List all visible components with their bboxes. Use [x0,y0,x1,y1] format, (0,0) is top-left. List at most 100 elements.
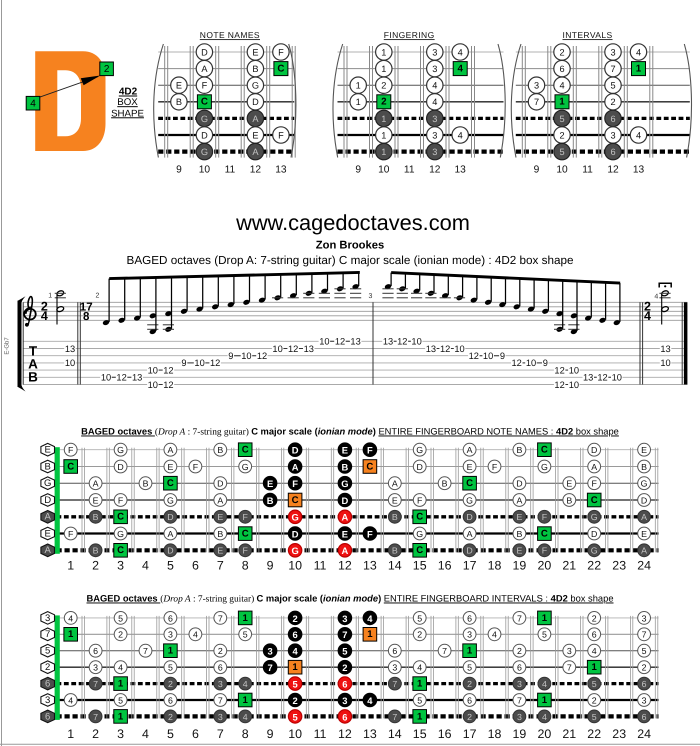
svg-text:F: F [68,445,74,455]
svg-text:7: 7 [534,97,539,107]
svg-text:2: 2 [517,646,522,656]
svg-text:C: C [466,478,473,489]
svg-text:12: 12 [338,727,352,741]
svg-text:4: 4 [492,630,497,640]
svg-text:10: 10 [483,351,493,361]
svg-text:4: 4 [458,47,463,57]
svg-text:F: F [243,546,249,556]
svg-text:22: 22 [587,559,601,573]
svg-text:14: 14 [388,727,402,741]
svg-text:G: G [416,529,423,539]
svg-text:2: 2 [559,130,564,140]
svg-text:20: 20 [538,559,552,573]
svg-text:A: A [392,479,398,489]
svg-text:10: 10 [101,373,111,383]
svg-text:8: 8 [242,558,249,572]
svg-text:10: 10 [526,358,536,368]
svg-text:C: C [277,63,284,74]
svg-text:INTERVALS: INTERVALS [562,30,612,40]
svg-text:B: B [392,546,398,556]
svg-text:E: E [217,512,223,522]
svg-text:6: 6 [45,678,50,689]
svg-text:B: B [342,461,349,472]
svg-text:10: 10 [288,558,302,572]
svg-text:A: A [93,479,99,489]
svg-text:2: 2 [467,712,472,722]
svg-text:12: 12 [116,373,126,383]
svg-text:1: 1 [636,64,642,75]
svg-text:4: 4 [367,695,373,706]
svg-text:C: C [117,512,124,523]
svg-text:1: 1 [168,646,174,657]
svg-text:2: 2 [104,64,110,75]
svg-text:4: 4 [30,98,36,109]
svg-text:1: 1 [67,727,74,741]
svg-text:A: A [45,545,52,556]
svg-text:4: 4 [592,646,597,656]
svg-text:B: B [45,461,51,472]
svg-text:F: F [367,528,373,539]
svg-text:A: A [292,461,299,472]
svg-text:G: G [291,512,298,523]
svg-text:E: E [252,130,258,140]
svg-text:D: D [117,462,123,472]
svg-text:4: 4 [559,81,564,91]
svg-text:13: 13 [363,727,377,741]
svg-text:A: A [342,545,349,556]
svg-text:2: 2 [41,299,48,313]
svg-text:13: 13 [363,559,377,573]
svg-text:D: D [516,479,522,489]
svg-text:5: 5 [118,695,123,705]
svg-text:E: E [516,546,522,556]
svg-text:7: 7 [567,663,572,673]
svg-text:A: A [201,64,208,74]
svg-text:16: 16 [438,559,452,573]
svg-text:4: 4 [432,81,437,91]
svg-text:C: C [167,478,174,489]
svg-text:E: E [93,495,99,505]
svg-text:E: E [167,462,173,472]
svg-text:10: 10 [241,351,251,361]
svg-text:7: 7 [610,64,615,74]
svg-text:F: F [193,462,199,472]
svg-text:C: C [242,528,249,539]
svg-text:3: 3 [467,630,472,640]
svg-text:17: 17 [463,727,477,741]
svg-text:A: A [516,495,522,505]
svg-text:D: D [292,445,299,456]
svg-text:C: C [541,528,548,539]
svg-text:C: C [242,445,249,456]
svg-text:4: 4 [243,679,248,689]
svg-text:13: 13 [65,344,75,354]
svg-text:5: 5 [168,663,173,673]
svg-text:13: 13 [633,164,645,175]
svg-text:13: 13 [383,337,393,347]
svg-text:8: 8 [242,727,249,741]
svg-text:6: 6 [168,613,173,623]
svg-text:10: 10 [411,337,421,347]
svg-text:7: 7 [342,629,347,640]
svg-text:D: D [417,462,423,472]
svg-text:E: E [467,462,473,472]
svg-text:5: 5 [292,711,297,722]
svg-text:13: 13 [304,344,314,354]
svg-text:F: F [278,47,284,57]
svg-text:1: 1 [367,629,373,640]
svg-text:4: 4 [243,712,248,722]
svg-text:3: 3 [168,630,173,640]
svg-text:12: 12 [512,358,522,368]
svg-text:9: 9 [534,164,540,175]
svg-text:1: 1 [118,678,124,689]
svg-text:4: 4 [432,97,437,107]
svg-text:B: B [442,479,448,489]
svg-text:6: 6 [642,679,647,689]
svg-text:12: 12 [163,380,173,390]
svg-text:G: G [167,495,174,505]
svg-text:B: B [143,479,149,489]
svg-text:14: 14 [388,559,402,573]
svg-text:7: 7 [217,727,224,741]
svg-text:G: G [416,445,423,455]
svg-text:24: 24 [637,727,651,741]
svg-text:A: A [252,114,259,124]
svg-text:5: 5 [417,695,422,705]
